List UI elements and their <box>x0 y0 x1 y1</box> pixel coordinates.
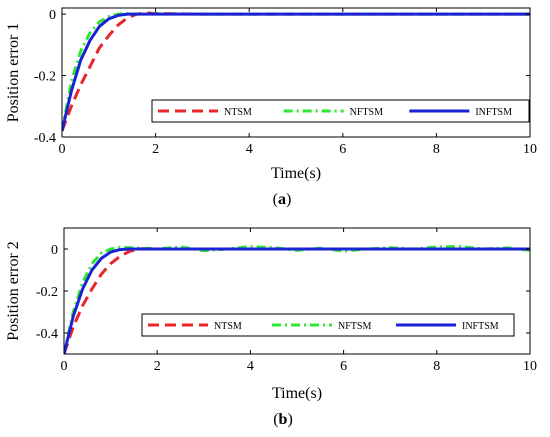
legend-label-nftsm: NFTSM <box>350 107 383 118</box>
caption-letter: a <box>278 191 286 208</box>
legend: NTSM NFTSM INFTSM <box>141 313 515 337</box>
y-tick-label: 0 <box>51 243 58 258</box>
x-tick-label: 6 <box>340 359 347 374</box>
x-tick-label: 8 <box>433 142 440 157</box>
x-tick-label: 0 <box>61 359 68 374</box>
legend-box <box>141 313 515 337</box>
y-tick-label: -0.2 <box>36 285 58 300</box>
x-tick-label: 2 <box>154 359 161 374</box>
figure-caption: (b) <box>273 411 293 428</box>
y-tick-label: -0.2 <box>34 70 56 85</box>
legend-label-inftsm: INFTSM <box>475 107 512 118</box>
x-tick-label: 4 <box>247 359 254 374</box>
chart-panel-b: 0 2 4 6 8 10 -0.4 -0.2 0 Time(s) Position error 2 N… <box>5 227 537 428</box>
x-tick-label: 6 <box>339 142 346 157</box>
y-tick-label: -0.4 <box>36 327 58 342</box>
legend-box <box>151 99 530 123</box>
caption-paren: ) <box>287 411 292 428</box>
plot-frame <box>61 7 531 138</box>
chart-panel-a: 0 2 4 6 8 10 -0.4 -0.2 0 Time(s) Position error 1 N… <box>5 7 537 208</box>
x-tick-label: 2 <box>152 142 159 157</box>
legend-label-nftsm: NFTSM <box>338 321 371 332</box>
x-axis-label: Time(s) <box>271 165 321 182</box>
x-axis-label: Time(s) <box>272 385 322 402</box>
x-tick-label: 8 <box>433 359 440 374</box>
y-axis-label: Position error 2 <box>5 241 22 341</box>
legend-label-inftsm: INFTSM <box>462 321 499 332</box>
x-tick-label: 0 <box>59 142 66 157</box>
y-axis-label: Position error 1 <box>5 23 22 123</box>
caption-paren: ( <box>273 411 278 428</box>
series-line-inftsm <box>64 247 530 354</box>
series-line-inftsm <box>62 12 530 132</box>
x-tick-label: 10 <box>523 359 537 374</box>
x-tick-label: 4 <box>246 142 253 157</box>
caption-letter: b <box>279 411 288 428</box>
y-tick-label: 0 <box>49 8 56 23</box>
legend: NTSM NFTSM INFTSM <box>151 99 530 123</box>
series-line-nftsm <box>64 245 530 354</box>
legend-label-ntsm: NTSM <box>224 107 252 118</box>
caption-paren: ) <box>286 191 291 208</box>
figure-caption: (a) <box>273 191 292 208</box>
y-tick-label: -0.4 <box>34 131 56 146</box>
legend-label-ntsm: NTSM <box>214 321 242 332</box>
x-tick-label: 10 <box>523 142 537 157</box>
caption-paren: ( <box>273 191 278 208</box>
series-line-ntsm <box>64 246 530 354</box>
